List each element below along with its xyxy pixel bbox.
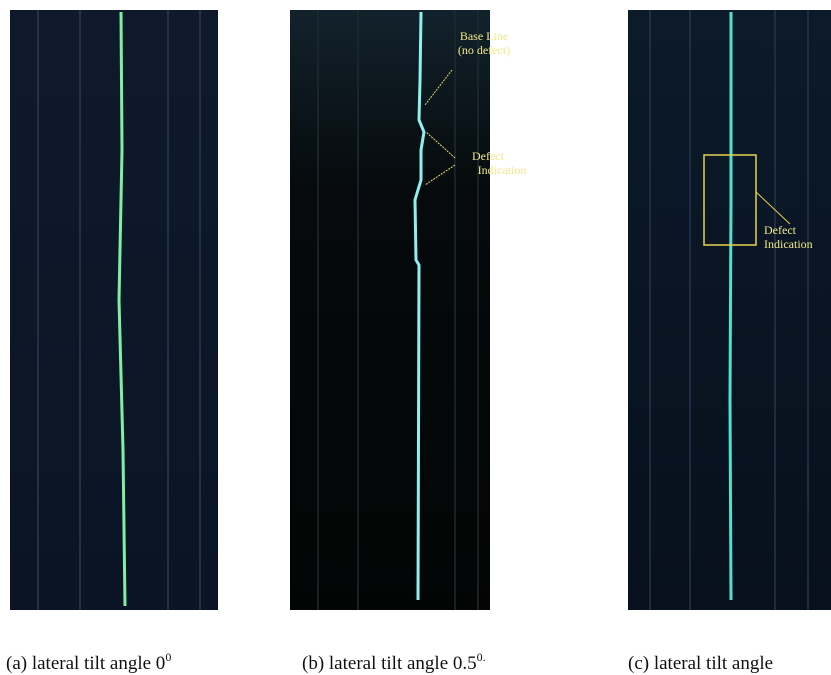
annotation: Indication (764, 237, 813, 251)
panel-c: Defect Indication (628, 10, 831, 610)
annotation: Indication (478, 163, 527, 177)
panel-b: Base Line (no defect) Defect Indication (290, 10, 526, 610)
figure: Base Line (no defect) Defect Indication … (0, 0, 831, 675)
annotation: (no defect) (458, 43, 510, 57)
panel-a (10, 10, 218, 610)
caption: (b) lateral tilt angle 0.50. (302, 650, 486, 674)
annotation: Defect (472, 149, 505, 163)
caption-superscript: 0 (165, 650, 171, 664)
annotation: Base Line (460, 29, 508, 43)
caption: (a) lateral tilt angle 00 (6, 650, 171, 674)
caption-superscript: 0. (477, 650, 486, 664)
caption-text: (a) lateral tilt angle 0 (6, 653, 165, 674)
caption: (c) lateral tilt angle (628, 653, 773, 674)
annotation: Defect (764, 223, 797, 237)
caption-text: (b) lateral tilt angle 0.5 (302, 653, 477, 674)
